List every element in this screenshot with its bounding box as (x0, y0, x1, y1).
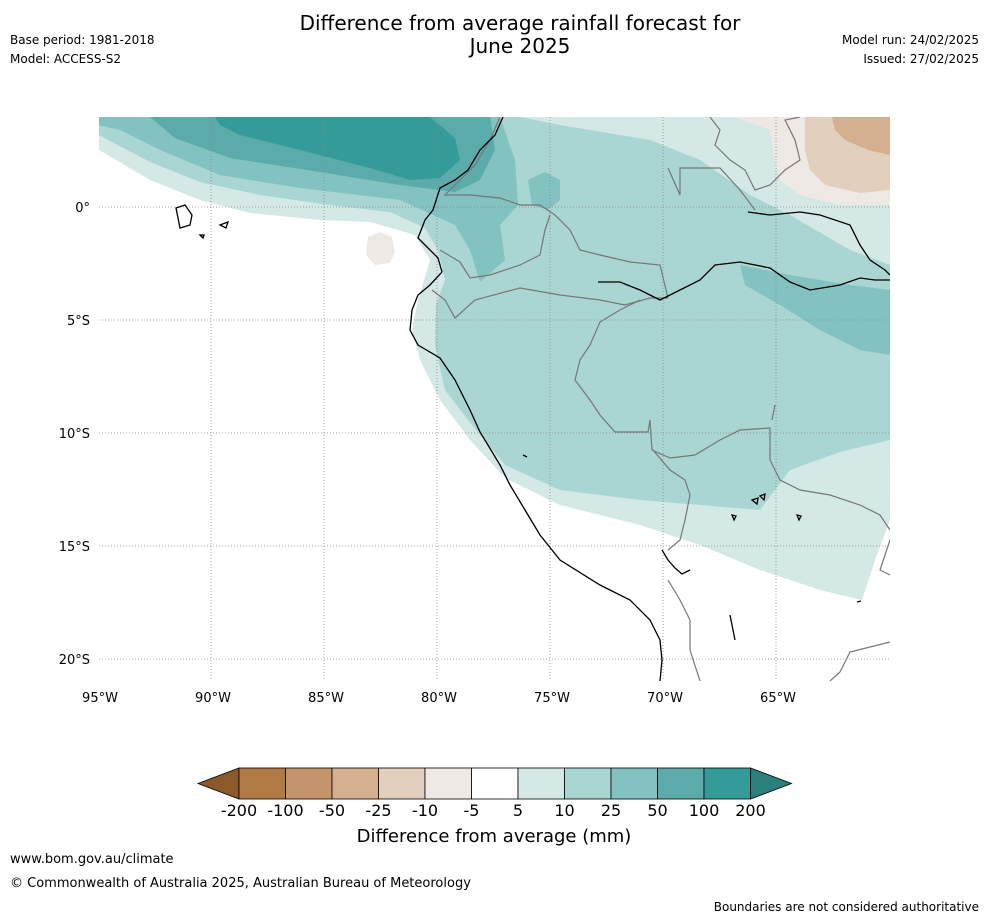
wet-25-50-region-small (528, 172, 560, 210)
title-line-1: Difference from average rainfall forecas… (299, 11, 741, 35)
colorbar-cell (657, 767, 705, 800)
colorbar-label: 10 (554, 801, 574, 820)
lat-tick-2: 10°S (59, 427, 90, 442)
lat-tick-1: 5°S (67, 314, 90, 329)
colorbar-cell (238, 767, 286, 800)
colorbar-cell (285, 767, 333, 800)
model-label: Model: ACCESS-S2 (10, 52, 122, 66)
lon-tick-3: 80°W (421, 691, 457, 706)
colorbar-cell (564, 767, 612, 800)
lat-tick-0: 0° (75, 201, 90, 216)
wet-100-200-region (215, 117, 460, 180)
colorbar-title: Difference from average (mm) (356, 826, 632, 847)
base-period-label: Base period: 1981-2018 (10, 33, 155, 47)
bom-url: www.bom.gov.au/climate (10, 852, 174, 867)
lat-tick-4: 20°S (59, 653, 90, 668)
page-title: Difference from average rainfall forecas… (0, 12, 988, 58)
colorbar-cells (196, 767, 793, 800)
colorbar-label: -25 (365, 801, 391, 820)
copyright-text: © Commonwealth of Australia 2025, Austra… (10, 876, 471, 891)
colorbar-extend-high (750, 767, 793, 800)
colorbar-label: 25 (601, 801, 621, 820)
model-run-label: Model run: 24/02/2025 (841, 33, 979, 47)
map-plot-area (99, 117, 890, 681)
colorbar-label: 100 (689, 801, 720, 820)
colorbar-cell (378, 767, 426, 800)
lon-tick-6: 65°W (760, 691, 796, 706)
coastline (175, 117, 890, 681)
wet-10-25-region (99, 117, 890, 510)
rainfall-map: 0° 5°S 10°S 15°S 20°S 95°W 90°W 85°W 80°… (59, 117, 890, 706)
colorbar-labels: -200 -100 -50 -25 -10 -5 5 10 25 50 100 200 (221, 801, 766, 820)
colorbar-label: -10 (412, 801, 438, 820)
colorbar: -200 -100 -50 -25 -10 -5 5 10 25 50 100 200 (196, 767, 793, 820)
wet-25-50-region-east (740, 265, 890, 355)
lat-tick-3: 15°S (59, 540, 90, 555)
colorbar-cell (703, 767, 751, 800)
dry-25-50-region-east (832, 117, 890, 155)
colorbar-cell (610, 767, 658, 800)
colorbar-cell (471, 767, 519, 800)
country-borders (431, 117, 890, 681)
lon-tick-0: 95°W (82, 691, 118, 706)
lon-tick-2: 85°W (308, 691, 344, 706)
colorbar-label: 5 (513, 801, 523, 820)
colorbar-cell (331, 767, 379, 800)
lon-tick-1: 90°W (195, 691, 231, 706)
colorbar-label: -200 (221, 801, 257, 820)
lon-tick-5: 70°W (647, 691, 683, 706)
title-line-2: June 2025 (469, 34, 571, 58)
colorbar-cell (424, 767, 472, 800)
dry-5-10-region-ocean (366, 232, 395, 265)
colorbar-extend-low (196, 767, 240, 800)
colorbar-label: 50 (647, 801, 667, 820)
colorbar-label: -50 (319, 801, 345, 820)
lon-tick-4: 75°W (534, 691, 570, 706)
colorbar-label: 200 (735, 801, 766, 820)
colorbar-label: -5 (464, 801, 480, 820)
colorbar-cell (517, 767, 565, 800)
colorbar-label: -100 (267, 801, 303, 820)
disclaimer-text: Boundaries are not considered authoritat… (713, 900, 979, 914)
issued-label: Issued: 27/02/2025 (863, 52, 979, 66)
